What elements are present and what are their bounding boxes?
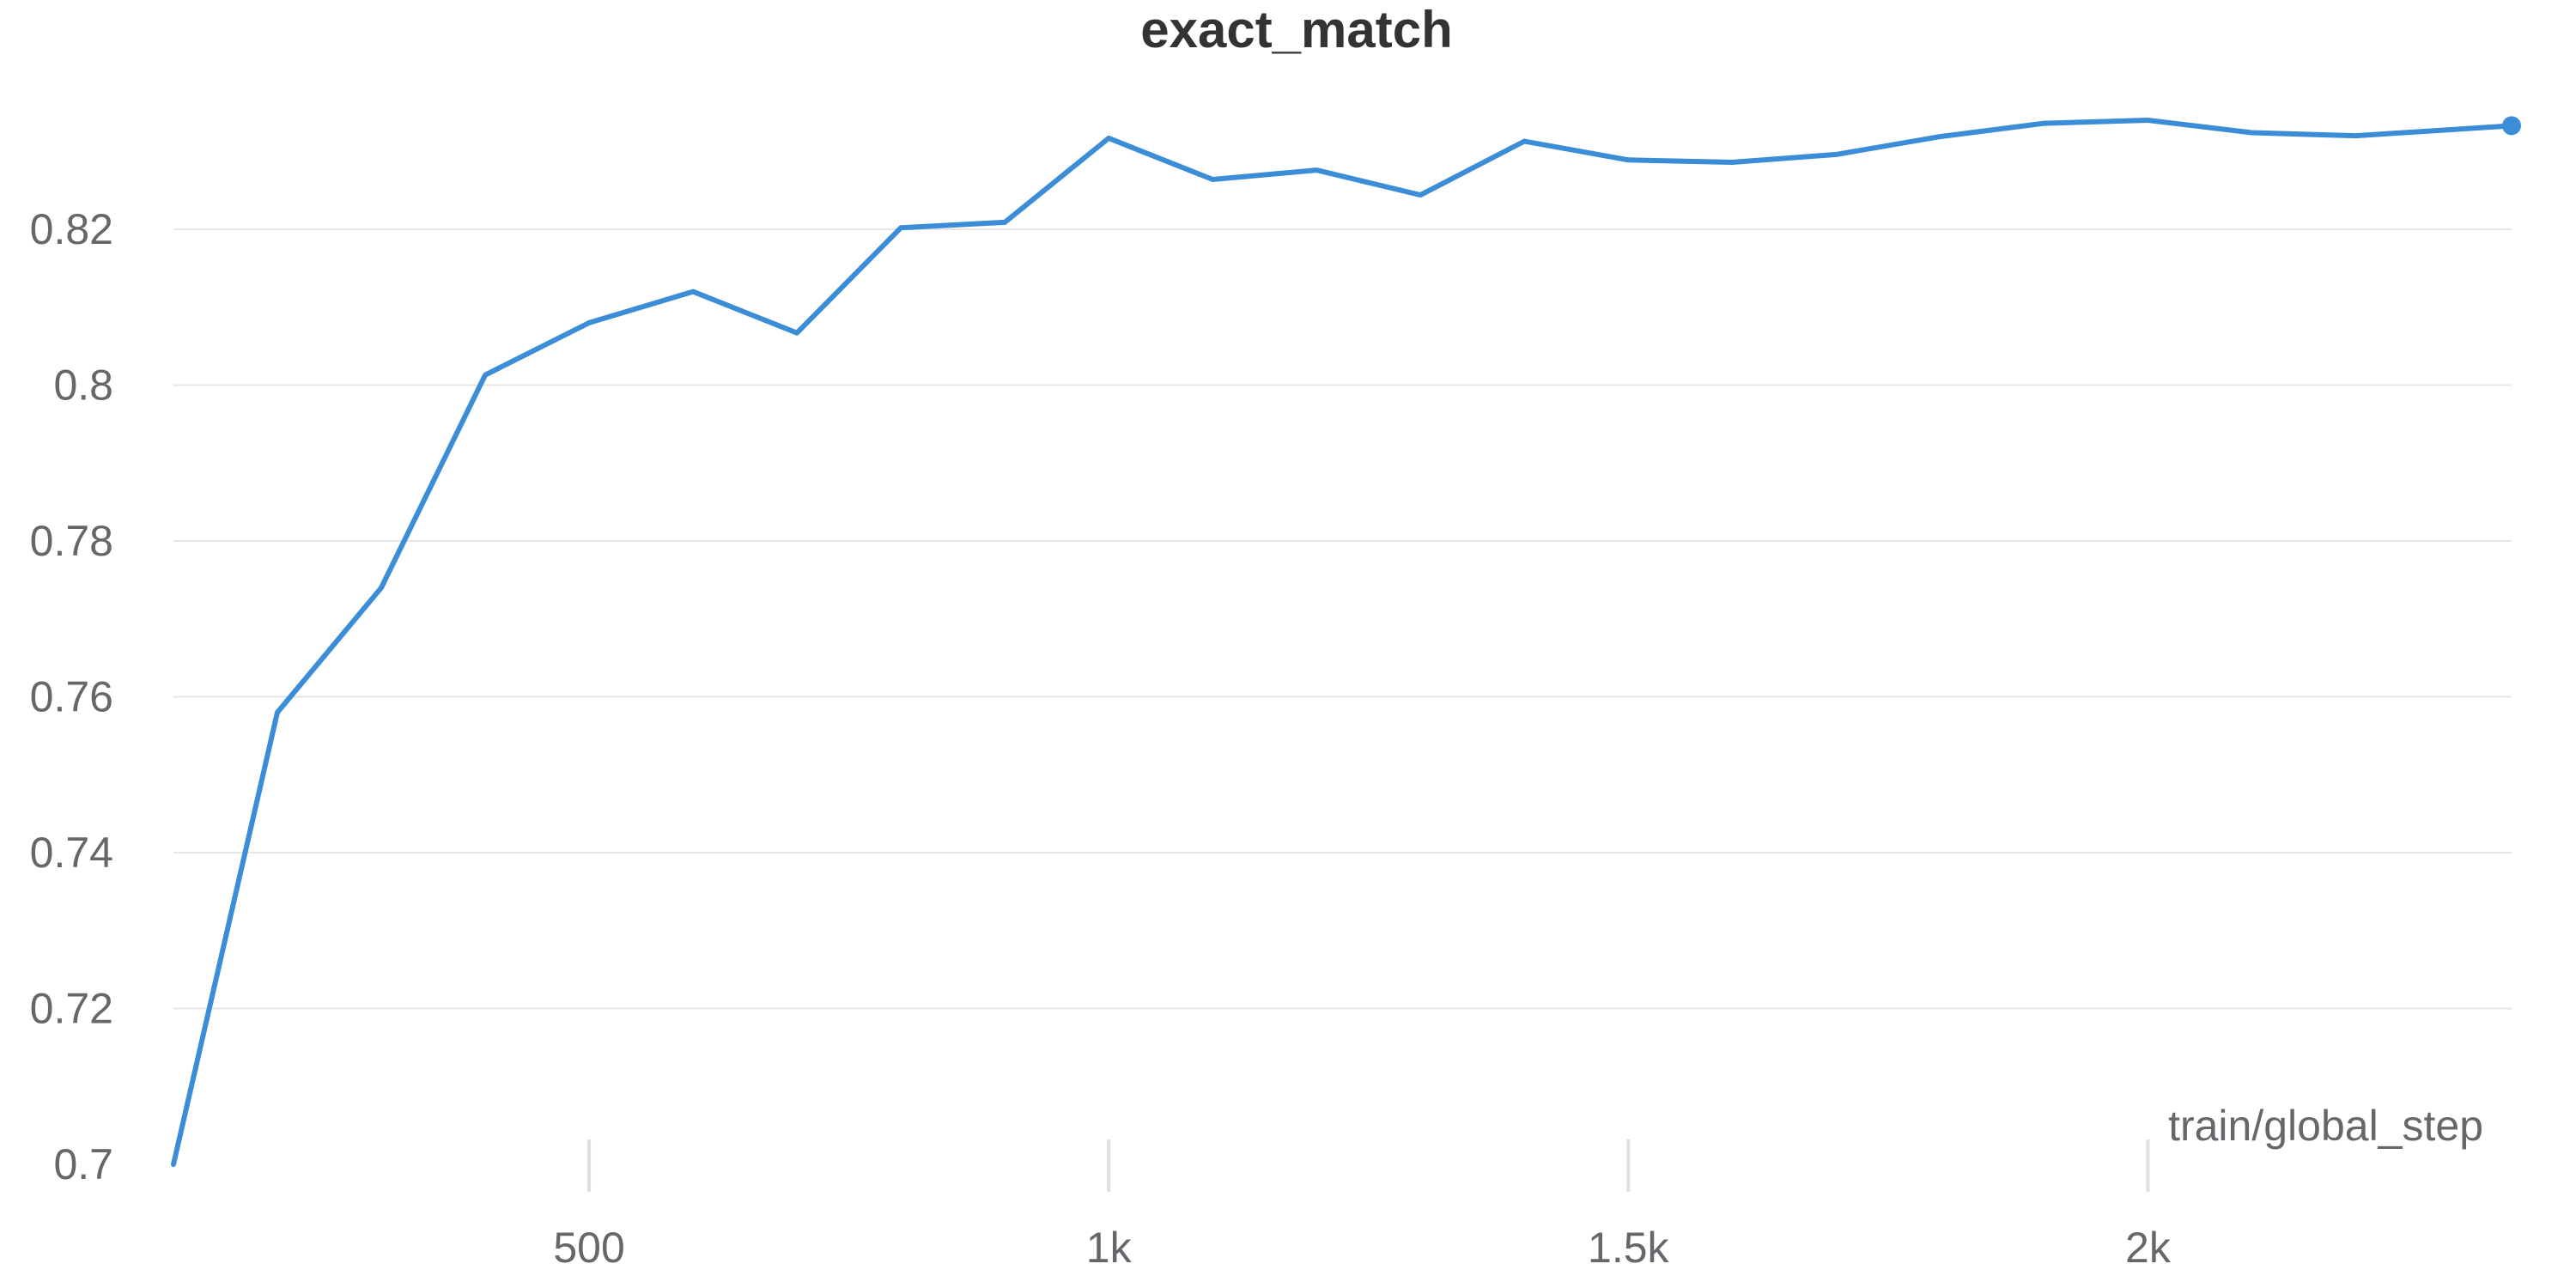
y-tick-label: 0.74 — [30, 829, 113, 877]
gridlines — [173, 228, 2512, 1010]
x-axis-ticks: 500 1k 1.5k 2k — [553, 1139, 2172, 1272]
x-tick-label: 1.5k — [1588, 1224, 1670, 1272]
x-tick-label: 2k — [2125, 1224, 2172, 1272]
y-tick-label: 0.72 — [30, 985, 113, 1033]
y-tick-label: 0.76 — [30, 673, 113, 721]
y-axis-ticks: 0.7 0.72 0.74 0.76 0.78 0.8 0.82 — [30, 205, 113, 1188]
series-end-point — [2502, 116, 2521, 136]
y-tick-label: 0.8 — [53, 361, 113, 410]
series-line — [171, 118, 2514, 1167]
series-group — [171, 116, 2521, 1167]
y-tick-label: 0.82 — [30, 205, 113, 253]
x-axis-label: train/global_step — [2168, 1102, 2483, 1150]
y-tick-label: 0.7 — [53, 1140, 113, 1188]
y-tick-label: 0.78 — [30, 517, 113, 565]
x-tick-label: 1k — [1086, 1224, 1133, 1272]
chart-title: exact_match — [1140, 1, 1453, 58]
x-tick-label: 500 — [553, 1224, 624, 1272]
